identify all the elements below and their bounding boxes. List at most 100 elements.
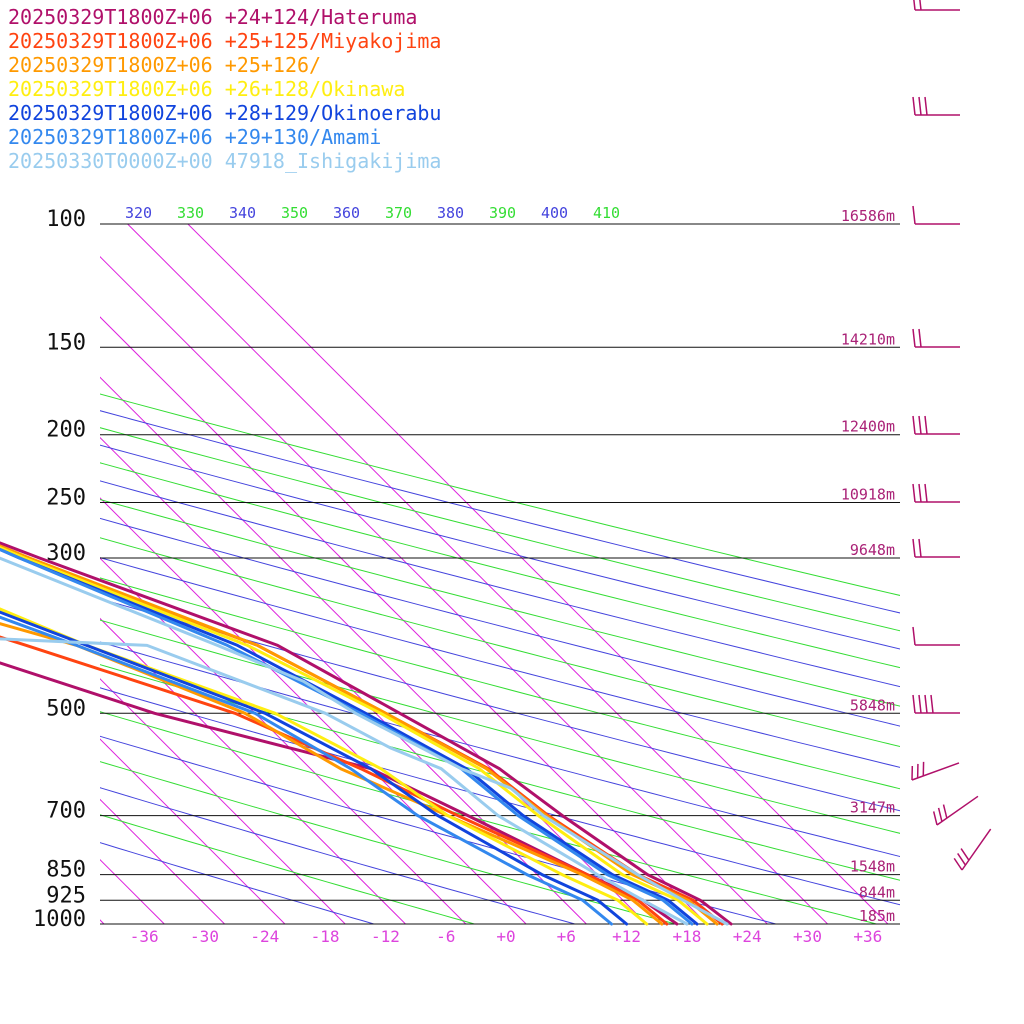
isotherm-line (100, 436, 587, 924)
dry-adiabat-line (100, 842, 374, 924)
isotherm-line (100, 497, 527, 924)
isotherm-line (100, 255, 768, 924)
height-label: 1548m (850, 858, 895, 876)
temperature-tick: +18 (672, 927, 701, 946)
temperature-tick-labels: -36 -30 -24 -18 -12 -6 +0 +6 +12 +18 +24 +30 +36 (130, 927, 883, 946)
wind-barb-feather (953, 857, 963, 871)
dewpoint-profile-6 (0, 637, 689, 926)
height-label: 185m (859, 907, 895, 925)
temperature-tick: +36 (853, 927, 882, 946)
temperature-tick: -30 (190, 927, 219, 946)
wind-barb-feather (912, 205, 916, 225)
wind-barb-feather (937, 807, 943, 822)
wind-barb-feather (912, 694, 916, 714)
temperature-tick: -36 (130, 927, 159, 946)
theta-label: 370 (385, 204, 412, 222)
theta-label: 400 (541, 204, 568, 222)
dry-adiabat-line (100, 814, 475, 924)
height-label: 14210m (841, 330, 895, 348)
pressure-label: 700 (46, 799, 86, 824)
wind-barb-feather (918, 694, 922, 714)
wind-barb-feather (918, 328, 922, 348)
height-label: 10918m (841, 486, 895, 504)
wind-barb-feather (912, 415, 916, 435)
temperature-tick: -18 (311, 927, 340, 946)
pressure-label: 100 (46, 207, 86, 232)
temperature-tick: +0 (496, 927, 515, 946)
dry-adiabat-line (100, 598, 900, 812)
legend-entry: 20250329T1800Z+06 +28+129/Okinoerabu (8, 101, 441, 125)
wind-barb-feather (918, 415, 922, 435)
pressure-label: 1000 (33, 907, 86, 932)
temperature-profile-5 (0, 547, 694, 926)
sounding-profiles (0, 541, 733, 926)
wind-barb-feather (912, 538, 916, 558)
height-label: 16586m (841, 207, 895, 225)
dry-adiabat-line (100, 711, 877, 924)
dry-adiabat-line (100, 664, 900, 881)
dry-adiabat-line (100, 787, 575, 924)
pressure-label: 250 (46, 486, 86, 511)
isotherm-line (100, 557, 467, 924)
dry-adiabat-line (100, 761, 676, 924)
wind-barb-feather (932, 811, 938, 826)
theta-label: 410 (593, 204, 620, 222)
legend-entry: 20250330T0000Z+00 47918_Ishigakijima (8, 149, 441, 173)
wind-barb-feather (942, 804, 948, 819)
wind-barb-feather (924, 694, 928, 714)
dewpoint-profile-3 (0, 607, 649, 926)
pressure-label: 150 (46, 330, 86, 355)
temperature-tick: +30 (793, 927, 822, 946)
dry-adiabat-line (100, 480, 900, 688)
wind-barb (911, 762, 960, 781)
wind-barb-feather (924, 483, 928, 503)
theta-label: 330 (177, 204, 204, 222)
wind-barb-feather (912, 483, 916, 503)
isotherm-line (100, 738, 286, 924)
wind-barb-feather (924, 415, 928, 435)
theta-labels: 320 330 340 350 360 370 380 390 400 410 (125, 204, 620, 222)
dry-adiabat-lines (100, 393, 900, 924)
isotherm-line (100, 316, 708, 924)
theta-label: 340 (229, 204, 256, 222)
legend-entry: 20250329T1800Z+06 +25+125/Miyakojima (8, 29, 441, 53)
wind-barb-feather (918, 96, 922, 116)
legend-entry: 20250329T1800Z+06 +25+126/ (8, 53, 321, 77)
theta-label: 350 (281, 204, 308, 222)
dry-adiabat-line (100, 410, 900, 614)
legend: 20250329T1800Z+06 +24+124/Hateruma202503… (8, 5, 441, 173)
temperature-tick: -6 (436, 927, 455, 946)
wind-barb-feather (924, 96, 928, 116)
dry-adiabat-line (100, 687, 900, 906)
wind-barb-feather (918, 483, 922, 503)
temperature-profile-6 (0, 556, 729, 926)
height-label: 844m (859, 883, 895, 901)
dry-adiabat-line (100, 462, 900, 669)
theta-label: 390 (489, 204, 516, 222)
theta-label: 380 (437, 204, 464, 222)
pressure-label: 200 (46, 418, 86, 443)
wind-barb-feather (957, 853, 967, 866)
dewpoint-profile-4 (0, 610, 629, 926)
wind-barb-feather (912, 626, 916, 646)
legend-entry: 20250329T1800Z+06 +26+128/Okinawa (8, 77, 405, 101)
legend-entry: 20250329T1800Z+06 +24+124/Hateruma (8, 5, 417, 29)
pressure-label: 850 (46, 858, 86, 883)
wind-barb-feather (960, 848, 970, 861)
wind-barb-feather (930, 694, 934, 714)
pressure-label: 925 (46, 883, 86, 908)
wind-barbs (911, 0, 992, 871)
wind-barb (961, 828, 992, 871)
temperature-profile-3 (0, 546, 709, 926)
isotherm-line (100, 798, 225, 924)
temperature-tick: -24 (250, 927, 279, 946)
temperature-tick: -12 (371, 927, 400, 946)
temperature-tick: +12 (612, 927, 641, 946)
dry-adiabat-line (100, 393, 900, 596)
theta-label: 320 (125, 204, 152, 222)
dry-adiabat-line (100, 537, 900, 747)
isotherm-lines (100, 224, 889, 924)
wind-barb-feather (918, 538, 922, 558)
dry-adiabat-line (100, 619, 900, 834)
height-label: 5848m (850, 696, 895, 714)
